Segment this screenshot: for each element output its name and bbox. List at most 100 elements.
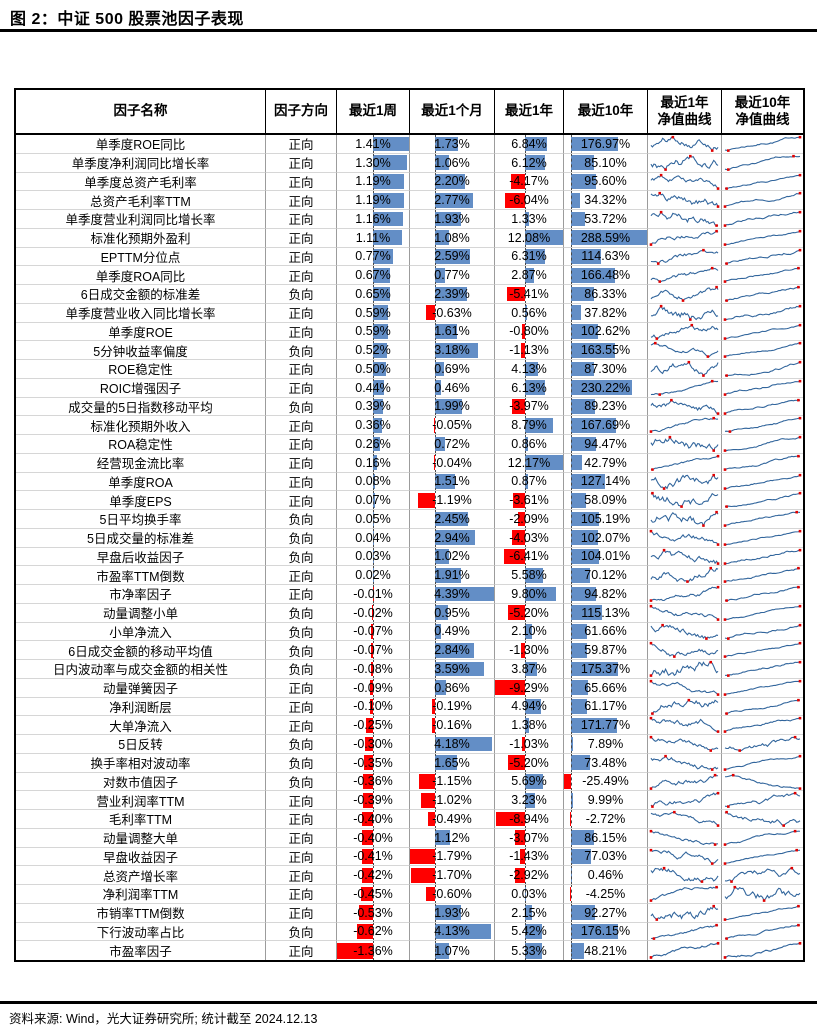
bar-axis-line (570, 435, 572, 453)
return-value: 166.48% (580, 268, 631, 283)
return-value: 0.44% (355, 380, 391, 395)
return-value: -0.19% (432, 699, 472, 714)
data-bar-positive (524, 905, 532, 920)
bar-axis-line (570, 228, 572, 247)
return-value: -1.02% (432, 793, 472, 808)
sparkline-10y-chart (723, 454, 801, 471)
nav-curve-1y-cell (648, 753, 722, 773)
return-value: -6.41% (509, 549, 549, 564)
sparkline-extreme-marker (762, 899, 766, 902)
bar-axis-line (434, 922, 436, 941)
return-cell-w1: -0.42% (337, 866, 410, 885)
source-note: 资料来源: Wind，光大证券研究所; 统计截至 2024.12.13 (9, 1012, 318, 1026)
factor-name: 5分钟收益率偏度 (93, 344, 188, 359)
return-value: 6.12% (511, 155, 547, 170)
return-cell-y10: 127.14% (564, 472, 648, 492)
factor-direction-cell: 负向 (266, 772, 337, 792)
return-cell-y10: 7.89% (564, 735, 648, 754)
return-cell-m1: -0.16% (410, 716, 495, 735)
factor-direction-cell: 负向 (266, 660, 337, 679)
factor-name-cell: 净利润断层 (16, 697, 266, 717)
factor-direction: 负向 (288, 738, 314, 753)
sparkline-1y-chart (650, 867, 719, 884)
factor-name: 市盈率因子 (109, 945, 172, 960)
table-row: EPTTM分位点 正向 0.77% 2.59% 6.31% 114.63% (16, 247, 803, 267)
return-cell-y1: 6.31% (495, 247, 564, 267)
sparkline-extreme-marker (649, 679, 653, 683)
sparkline-extreme-marker (723, 336, 727, 340)
sparkline-extreme-marker (723, 411, 727, 415)
sparkline-extreme-marker (723, 730, 727, 734)
bar-axis-line (570, 885, 572, 903)
factor-name-cell: 早盘收益因子 (16, 847, 266, 867)
data-bar-positive (570, 249, 602, 264)
return-value: 6.84% (511, 136, 547, 151)
sparkline-extreme-marker (793, 792, 797, 795)
return-cell-m1: -1.02% (410, 791, 495, 810)
sparkline-extreme-marker (723, 468, 727, 471)
bar-axis-line (372, 847, 374, 866)
data-bar-positive (524, 567, 543, 583)
bar-axis-line (434, 697, 436, 716)
factor-direction-cell: 正向 (266, 191, 337, 210)
return-value: 4.18% (434, 736, 470, 751)
sparkline-extreme-marker (706, 355, 710, 359)
sparkline-10y-chart (724, 660, 802, 677)
return-value: -4.25% (585, 886, 626, 901)
return-value: 6.13% (511, 380, 547, 395)
factor-direction-cell: 正向 (266, 810, 337, 829)
nav-curve-10y-cell (722, 772, 803, 792)
factor-name: 成交量的5日指数移动平均 (68, 400, 213, 415)
sparkline-1y-chart (650, 285, 719, 302)
bar-axis-line (524, 903, 526, 922)
bar-axis-line (524, 153, 526, 172)
return-value: 1.11% (355, 230, 391, 245)
sparkline-extreme-marker (690, 323, 694, 326)
bar-axis-line (372, 791, 374, 810)
sparkline-extreme-marker (798, 248, 802, 251)
nav-curve-10y-cell (722, 641, 803, 660)
data-bar-positive (570, 174, 597, 189)
sparkline-extreme-marker (651, 711, 654, 715)
table-row: 单季度总资产毛利率 正向 1.19% 2.20% -4.17% 95.60% (16, 172, 803, 192)
data-bar-positive (570, 792, 574, 808)
return-cell-y1: 5.42% (495, 922, 564, 942)
bar-axis-line (372, 247, 374, 266)
data-bar-negative (504, 549, 525, 564)
data-bar-positive (570, 155, 594, 170)
nav-curve-10y-cell (722, 922, 803, 942)
factor-name: 毛利率TTM (108, 813, 173, 828)
table-body: 单季度ROE同比 正向 1.41% 1.73% 6.84% 176.97% 单季度净利润同比… (16, 135, 803, 960)
factor-direction-cell: 负向 (266, 922, 337, 942)
factor-name: 单季度ROE同比 (95, 138, 186, 153)
bar-axis-line (570, 810, 572, 828)
bar-axis-line (570, 341, 572, 360)
data-bar-positive (434, 286, 468, 302)
data-bar-positive (434, 249, 471, 264)
nav-curve-1y-cell (648, 135, 722, 154)
return-cell-m1: 4.18% (410, 735, 495, 754)
factor-name: 日内波动率与成交金额的相关性 (52, 663, 228, 678)
sparkline-extreme-marker (725, 505, 728, 509)
sparkline-10y-chart (725, 360, 802, 377)
return-value: 0.50% (355, 361, 391, 376)
bar-axis-line (524, 772, 526, 791)
bar-axis-line (524, 341, 526, 360)
table-row: 总资产增长率 正向 -0.42% -1.70% -2.92% 0.46% (16, 866, 803, 885)
data-bar-positive (570, 924, 618, 939)
return-value: -2.09% (509, 511, 549, 526)
factor-direction-cell: 正向 (266, 697, 337, 717)
nav-curve-1y-cell (648, 435, 722, 454)
data-bar-positive (570, 455, 583, 470)
bar-axis-line (372, 472, 374, 491)
return-cell-y1: -6.41% (495, 547, 564, 567)
sparkline-extreme-marker (664, 168, 667, 171)
return-cell-y10: 230.22% (564, 378, 648, 398)
sparkline-extreme-marker (723, 580, 727, 584)
sparkline-extreme-marker (715, 510, 718, 514)
return-cell-y10: 114.63% (564, 247, 648, 267)
bar-axis-line (524, 491, 526, 510)
return-cell-y1: -3.07% (495, 828, 564, 848)
bar-axis-line (524, 285, 526, 303)
